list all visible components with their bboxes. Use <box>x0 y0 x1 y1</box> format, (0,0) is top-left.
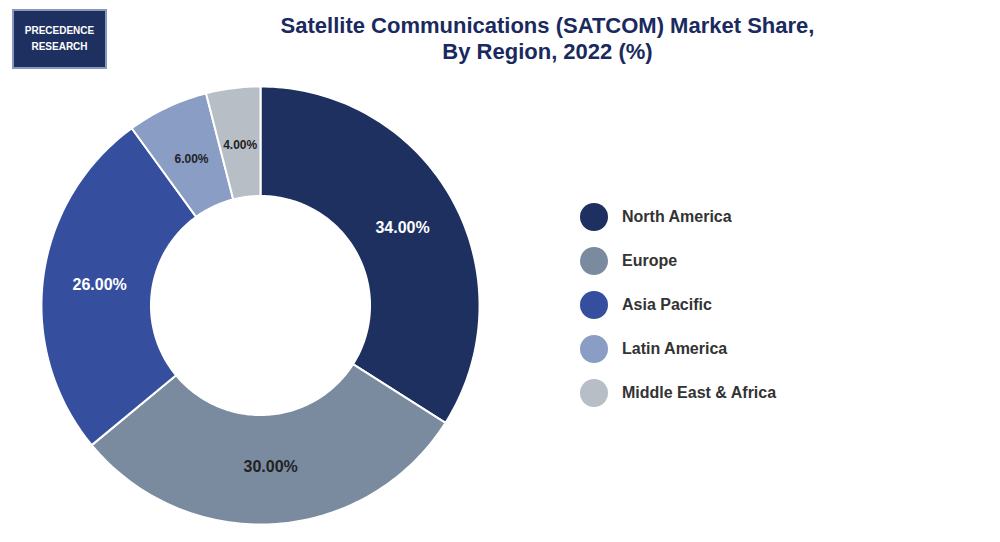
html-text:Satellite Communications (SATC: Satellite Communications (SATCOM) Market… <box>280 12 815 64</box>
svg-text:30.00%: 30.00% <box>244 458 298 475</box>
html-text:Europe: Europe <box>622 251 678 269</box>
html-text:Middle East & Africa: Middle East & Africa <box>622 383 777 401</box>
svg-text:6.00%: 6.00% <box>174 151 208 165</box>
html-text:Asia Pacific: Asia Pacific <box>622 295 712 313</box>
svg-text:34.00%: 34.00% <box>375 218 429 235</box>
html-text:North America: North America <box>622 207 732 225</box>
html-text:RESEARCH: RESEARCH <box>31 41 88 52</box>
svg-text:4.00%: 4.00% <box>223 137 257 151</box>
html-text:Latin America: Latin America <box>622 339 728 357</box>
html-text:PRECEDENCE: PRECEDENCE <box>24 25 95 36</box>
svg-text:26.00%: 26.00% <box>73 276 127 293</box>
